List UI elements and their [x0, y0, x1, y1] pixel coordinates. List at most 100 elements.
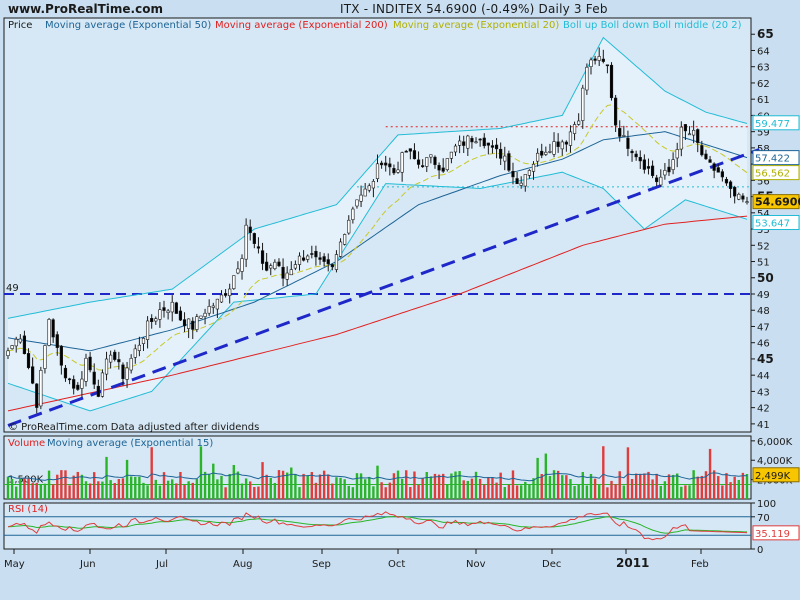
- candle-body: [265, 261, 269, 271]
- candle-body: [301, 257, 306, 261]
- candle-body: [293, 264, 297, 269]
- candle-body: [696, 129, 700, 143]
- header-bar: www.ProRealTime.com ITX - INDITEX 54.690…: [0, 0, 800, 18]
- price-y-tick-label: 64: [757, 46, 770, 57]
- volume-bar: [696, 476, 699, 499]
- volume-y-tick-label: 6,000K: [757, 437, 793, 448]
- candle-body: [470, 138, 474, 143]
- volume-bar: [97, 481, 100, 499]
- candle-body: [191, 320, 195, 330]
- legend-ema200: Moving average (Exponential 200): [215, 20, 388, 31]
- volume-bar: [322, 470, 326, 499]
- price-y-tick-label: 41: [757, 420, 770, 431]
- candle-body: [219, 294, 224, 303]
- volume-bar: [64, 470, 67, 499]
- candle-body: [351, 208, 355, 220]
- candle-body: [269, 265, 273, 269]
- volume-bar: [162, 472, 166, 499]
- volume-bar: [396, 470, 400, 499]
- candle-body: [182, 319, 187, 327]
- volume-bar: [561, 475, 564, 499]
- volume-bar: [138, 476, 141, 499]
- volume-bar: [175, 483, 178, 499]
- ema200-line: [7, 215, 748, 412]
- volume-bar: [433, 473, 437, 499]
- volume-bar: [425, 472, 428, 499]
- volume-bar: [663, 481, 667, 499]
- candle-body: [162, 307, 166, 311]
- volume-bar: [273, 482, 277, 499]
- site-url[interactable]: www.ProRealTime.com: [8, 2, 163, 16]
- volume-bar: [429, 476, 433, 499]
- candle-body: [318, 257, 322, 260]
- volume-bar: [257, 486, 260, 499]
- volume-bar: [249, 481, 252, 499]
- candle-body: [22, 335, 27, 355]
- volume-bar: [417, 484, 420, 499]
- candle-body: [716, 167, 720, 173]
- volume-bar: [519, 485, 523, 499]
- volume-y-tick-label: 4,000K: [757, 456, 793, 467]
- volume-bar: [643, 473, 646, 499]
- candle-body: [355, 199, 359, 207]
- candle-body: [421, 165, 425, 168]
- price-y-tick-label: 56: [757, 176, 770, 187]
- candle-body: [55, 334, 59, 348]
- price-y-tick-label: 61: [757, 95, 770, 106]
- volume-bar: [80, 474, 84, 499]
- price-y-tick-label: 59: [757, 128, 770, 139]
- volume-bar: [544, 453, 548, 499]
- candle-body: [560, 141, 564, 150]
- candle-body: [626, 137, 630, 149]
- candle-body: [634, 153, 638, 158]
- volume-bar: [158, 485, 162, 499]
- candle-body: [43, 345, 47, 369]
- volume-bar: [441, 473, 445, 499]
- volume-bar: [680, 486, 683, 499]
- volume-bar: [154, 479, 157, 499]
- volume-bar: [717, 476, 720, 499]
- candle-body: [741, 195, 745, 200]
- candle-body: [174, 302, 178, 314]
- candle-body: [704, 153, 708, 160]
- volume-bar: [363, 479, 367, 499]
- volume-bar: [166, 480, 170, 499]
- price-y-tick-label: 53: [757, 225, 770, 236]
- candle-body: [215, 298, 219, 310]
- volume-bar: [261, 462, 264, 499]
- volume-bar: [421, 478, 424, 499]
- volume-bar: [109, 480, 112, 499]
- volume-bar: [692, 470, 695, 499]
- volume-bar: [388, 482, 392, 499]
- candle-body: [618, 128, 622, 137]
- volume-bar: [142, 482, 145, 499]
- candle-body: [277, 261, 281, 267]
- volume-bar: [708, 448, 712, 499]
- volume-bar: [733, 476, 736, 499]
- candle-body: [601, 58, 605, 62]
- volume-bar: [199, 446, 203, 499]
- candle-body: [548, 151, 552, 153]
- volume-bar: [6, 476, 10, 499]
- candle-body: [26, 353, 31, 369]
- ema50-line: [7, 131, 748, 352]
- candle-body: [429, 154, 433, 158]
- copyright-note: © ProRealTime.com Data adjusted after di…: [8, 422, 259, 433]
- candle-body: [609, 64, 614, 99]
- volume-bar: [614, 484, 617, 499]
- volume-bar: [684, 485, 687, 499]
- candle-body: [72, 379, 76, 389]
- x-tick-label: Dec: [542, 559, 561, 570]
- volume-bar: [405, 470, 408, 499]
- candle-body: [285, 272, 289, 280]
- volume-bar: [224, 487, 227, 499]
- candle-body: [314, 250, 318, 258]
- volume-bar: [487, 476, 490, 499]
- candle-body: [720, 171, 724, 178]
- volume-last-value: 2,499K: [755, 471, 791, 482]
- volume-legend: Moving average (Exponential 15): [47, 438, 213, 449]
- volume-bar: [236, 471, 240, 499]
- volume-bar: [462, 480, 465, 499]
- volume-bar: [536, 457, 539, 499]
- candle-body: [400, 152, 404, 173]
